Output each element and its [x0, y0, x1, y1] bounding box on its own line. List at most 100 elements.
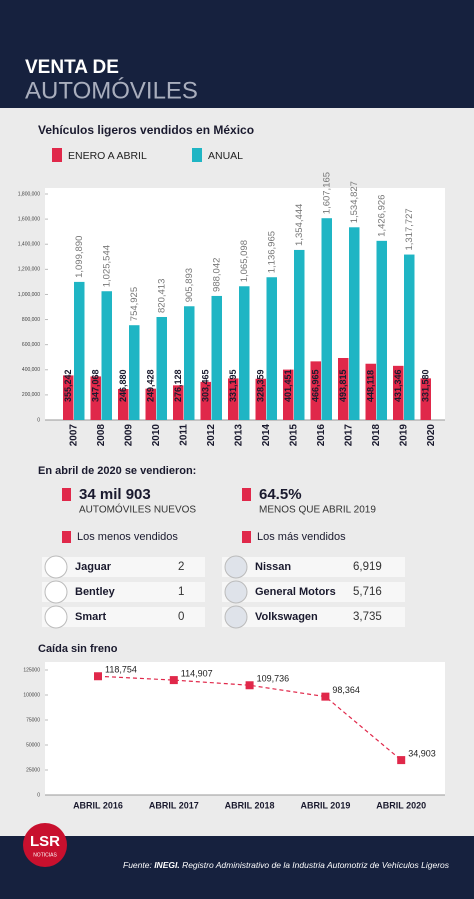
value-label: 355,242 [63, 369, 73, 402]
brand-logo [44, 580, 68, 604]
value-label: 328,359 [255, 369, 265, 402]
x-tick-label: 2014 [261, 424, 272, 447]
bar [266, 277, 277, 420]
bar [101, 291, 112, 420]
point [169, 676, 178, 685]
row-band [42, 557, 205, 577]
value-label: 98,364 [332, 685, 360, 695]
list-title: Los más vendidos [257, 531, 346, 543]
brand-name: Jaguar [75, 561, 112, 573]
y-tick-label: 50000 [26, 742, 40, 748]
brand-count: 6,919 [353, 561, 382, 573]
y-tick-label: 400,000 [22, 367, 40, 373]
value-label: 246,880 [118, 369, 128, 402]
y-tick-label: 1,800,000 [18, 191, 40, 197]
brand-logo [224, 555, 248, 579]
row-band [222, 582, 405, 602]
x-tick-label: ABRIL 2018 [225, 800, 275, 810]
legend-label: ENERO A ABRIL [68, 150, 147, 162]
title-line1: VENTA DE [25, 57, 119, 78]
y-tick-label: 1,000,000 [18, 292, 40, 298]
footer-band [0, 836, 474, 899]
row-band [42, 582, 205, 602]
bar [239, 286, 250, 420]
bar [129, 325, 140, 420]
row-band [222, 607, 405, 627]
x-tick-label: 2007 [69, 424, 80, 447]
y-tick-label: 25000 [26, 767, 40, 773]
value-label: 988,042 [212, 258, 223, 292]
bar [156, 316, 167, 420]
value-label: 114,907 [181, 668, 213, 678]
value-label: 1,099,890 [74, 236, 85, 278]
x-tick-label: ABRIL 2017 [149, 800, 199, 810]
x-tick-label: 2017 [344, 424, 355, 447]
stat-label: AUTOMÓVILES NUEVOS [79, 503, 196, 516]
bar [118, 389, 129, 420]
bar [338, 357, 349, 420]
x-tick-label: 2009 [124, 424, 135, 447]
value-label: 1,317,727 [404, 208, 415, 250]
value-label: 466,965 [310, 369, 320, 402]
value-label: 905,893 [184, 268, 195, 302]
bar [310, 361, 321, 420]
list-marker [62, 531, 71, 543]
value-label: 347,068 [90, 369, 100, 402]
x-tick-label: 2015 [289, 424, 300, 447]
bar [393, 365, 404, 420]
y-tick-label: 0 [37, 417, 40, 423]
bar [184, 306, 195, 420]
stat-value: 64.5% [259, 486, 302, 503]
chart-title: Caída sin freno [38, 643, 118, 655]
bar [365, 363, 376, 420]
point [245, 681, 254, 690]
title-line2: AUTOMÓVILES [25, 77, 198, 104]
value-label: 431,346 [393, 369, 403, 402]
x-tick-label: 2012 [206, 424, 217, 447]
value-label: 1,607,165 [322, 172, 333, 214]
brand-count: 5,716 [353, 586, 382, 598]
x-tick-label: 2011 [179, 424, 190, 446]
value-label: 1,065,098 [239, 240, 250, 282]
header-band [0, 0, 474, 108]
brand-name: Volkswagen [255, 611, 318, 623]
point [94, 672, 102, 681]
stat-marker [242, 488, 251, 501]
y-tick-label: 100000 [23, 692, 40, 698]
bar [200, 381, 211, 420]
value-label: 109,736 [257, 674, 290, 684]
y-tick-label: 75000 [26, 717, 40, 723]
brand-count: 3,735 [353, 611, 382, 623]
stat-marker [62, 488, 71, 501]
x-tick-label: 2013 [234, 424, 245, 447]
logo [23, 823, 67, 867]
value-label: 820,413 [157, 279, 168, 313]
brand-logo [224, 580, 248, 604]
source-text: Registro Administrativo de la Industria … [180, 860, 450, 870]
brand-logo [44, 605, 68, 629]
bar [294, 249, 305, 420]
x-tick-label: 2019 [399, 424, 410, 447]
brand-name: Smart [75, 611, 107, 623]
y-tick-label: 0 [37, 792, 40, 798]
value-label: 331,580 [420, 369, 430, 402]
brand-logo [44, 555, 68, 579]
value-label: 276,128 [173, 369, 183, 402]
x-tick-label: 2020 [426, 424, 437, 447]
value-label: 331,195 [228, 369, 238, 402]
bar [321, 218, 332, 420]
logo-sub: NOTICIAS [33, 852, 57, 858]
y-tick-label: 600,000 [22, 342, 40, 348]
value-label: 34,903 [408, 748, 436, 758]
point [397, 756, 406, 765]
chart-title: Vehículos ligeros vendidos en México [38, 123, 254, 137]
bar [74, 281, 85, 420]
value-label: 1,354,444 [294, 204, 305, 246]
bar [376, 240, 387, 420]
source: Fuente: INEGI. Registro Administrativo d… [123, 860, 450, 870]
y-tick-label: 200,000 [22, 392, 40, 398]
legend-swatch [52, 148, 62, 162]
value-label: 118,754 [105, 665, 137, 675]
bar [420, 378, 431, 420]
